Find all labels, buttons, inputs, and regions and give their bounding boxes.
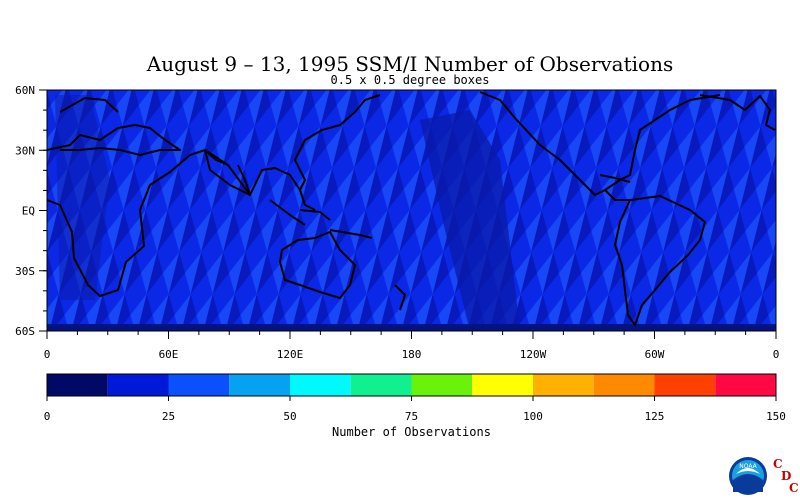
cdc-letter-c1: C (773, 457, 783, 471)
colorbar-tick-label: 50 (283, 410, 296, 423)
north-america-coast (479, 91, 721, 201)
colorbar-tick-label: 125 (645, 410, 665, 423)
colorbar-label: Number of Observations (332, 425, 491, 439)
colorbar-bin (168, 374, 230, 396)
chart-title: August 9 – 13, 1995 SSM/I Number of Obse… (146, 52, 674, 76)
cdc-letter-c2: C (789, 481, 798, 495)
southern-low-band (47, 324, 776, 331)
australia-coast (279, 231, 356, 299)
map-texture (47, 90, 776, 331)
noaa-cdc-logo: NOAA C D C (729, 457, 798, 495)
pacific-low-coverage (420, 110, 520, 331)
asia-coast (227, 94, 381, 211)
cdc-letter-d: D (781, 469, 791, 483)
newzealand-coast (394, 284, 406, 311)
greenland-coast (699, 94, 776, 131)
y-tick-label: 30S (15, 265, 35, 278)
observation-map: 0 60E 120E 180 120W 60W 0 60N 30N EQ 30S 60S (15, 84, 779, 361)
colorbar-bin (472, 374, 533, 396)
colorbar-tick-label: 0 (44, 410, 51, 423)
colorbar-tick-label: 150 (766, 410, 786, 423)
x-tick-label: 0 (44, 348, 51, 361)
colorbar-bin (411, 374, 473, 396)
colorbar-tick-label: 25 (162, 410, 175, 423)
swath-pattern (47, 90, 776, 331)
africa-coast (46, 149, 251, 297)
y-axis-ticks: 60N 30N EQ 30S 60S (15, 84, 47, 338)
y-tick-label: EQ (22, 205, 35, 218)
noaa-emblem-text: NOAA (739, 463, 757, 470)
y-tick-label: 60S (15, 325, 35, 338)
x-tick-label: 0 (773, 348, 780, 361)
colorbar-tick-label: 75 (405, 410, 418, 423)
colorbar-bin (350, 374, 412, 396)
europe-coast (46, 97, 181, 156)
indonesia-coast (269, 199, 373, 239)
x-axis-ticks: 0 60E 120E 180 120W 60W 0 (44, 331, 780, 361)
colorbar-bin (47, 374, 108, 396)
y-tick-label: 60N (15, 84, 35, 97)
x-tick-label: 120E (277, 348, 304, 361)
colorbar-bin (290, 374, 351, 396)
south-america-coast (614, 195, 706, 326)
x-tick-label: 120W (520, 348, 547, 361)
colorbar-tick-label: 100 (523, 410, 543, 423)
colorbar-bin (654, 374, 716, 396)
colorbar-bin (715, 374, 776, 396)
colorbar-bin (229, 374, 290, 396)
y-tick-label: 30N (15, 144, 35, 157)
caribbean-coast (599, 174, 631, 183)
x-tick-label: 60E (159, 348, 179, 361)
colorbar: 0 25 50 75 100 125 150 Number of Observations (44, 373, 786, 439)
chart-subtitle: 0.5 x 0.5 degree boxes (330, 73, 490, 87)
x-tick-label: 60W (645, 348, 665, 361)
colorbar-bin (593, 374, 655, 396)
x-tick-label: 180 (402, 348, 422, 361)
coastlines (46, 91, 776, 326)
colorbar-bin (107, 374, 169, 396)
colorbar-bin (533, 374, 594, 396)
